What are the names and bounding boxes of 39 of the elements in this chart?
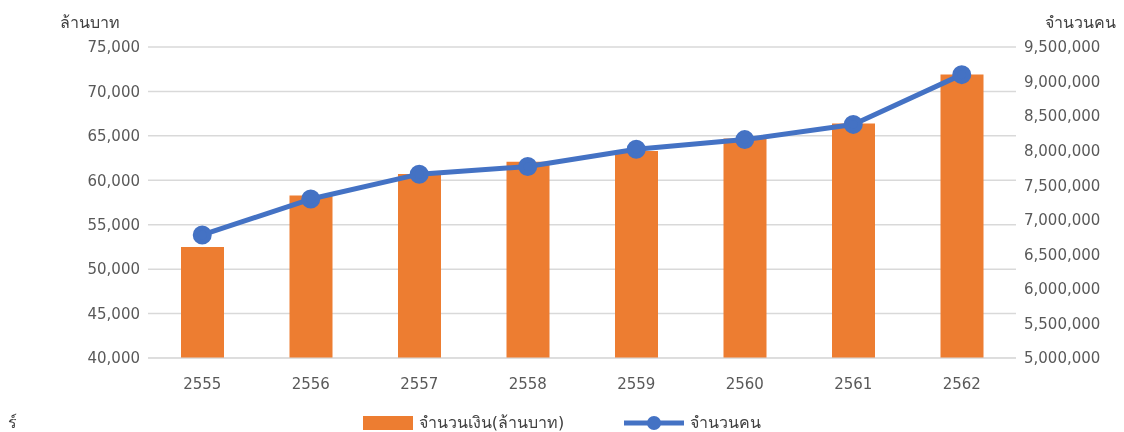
y2-tick-label: 8,500,000: [1024, 107, 1101, 126]
y2-tick-label: 9,000,000: [1024, 72, 1101, 91]
y-tick-label: 60,000: [87, 171, 140, 190]
legend-label: จำนวนเงิน(ล้านบาท): [418, 412, 565, 432]
y2-axis-title: จำนวนคน: [1045, 12, 1116, 34]
y-axis-title: ล้านบาท: [60, 12, 120, 34]
y2-tick-label: 9,500,000: [1024, 38, 1101, 57]
point: [626, 139, 646, 159]
y2-tick-label: 6,000,000: [1024, 280, 1101, 299]
legend-label: จำนวนคน: [690, 412, 762, 432]
y-tick-label: 75,000: [87, 38, 140, 57]
point: [192, 225, 212, 245]
text: ร์: [8, 412, 17, 432]
point: [301, 189, 321, 209]
x-tick-label: 2559: [617, 374, 656, 393]
y-tick-label: 70,000: [87, 82, 140, 101]
y-tick-label: 55,000: [87, 216, 140, 235]
y-tick-label: 40,000: [87, 349, 140, 368]
y2-tick-label: 7,000,000: [1024, 211, 1101, 230]
x-tick-label: 2556: [291, 374, 330, 393]
x-tick-label: 2557: [400, 374, 439, 393]
y2-tick-label: 6,500,000: [1024, 245, 1101, 264]
y2-tick-label: 5,000,000: [1024, 349, 1101, 368]
y-tick-label: 45,000: [87, 304, 140, 323]
point: [843, 114, 863, 134]
y2-tick-label: 7,500,000: [1024, 176, 1101, 195]
x-tick-label: 2558: [508, 374, 547, 393]
point: [735, 130, 755, 150]
x-tick-label: 2561: [834, 374, 873, 393]
point: [409, 164, 429, 184]
x-tick-label: 2560: [725, 374, 764, 393]
x-tick-label: 2555: [183, 374, 222, 393]
y-tick-label: 50,000: [87, 260, 140, 279]
point: [518, 157, 538, 177]
y-tick-label: 65,000: [87, 127, 140, 146]
x-tick-label: 2562: [942, 374, 981, 393]
point: [952, 65, 972, 85]
y2-tick-label: 5,500,000: [1024, 314, 1101, 333]
y2-tick-label: 8,000,000: [1024, 141, 1101, 160]
